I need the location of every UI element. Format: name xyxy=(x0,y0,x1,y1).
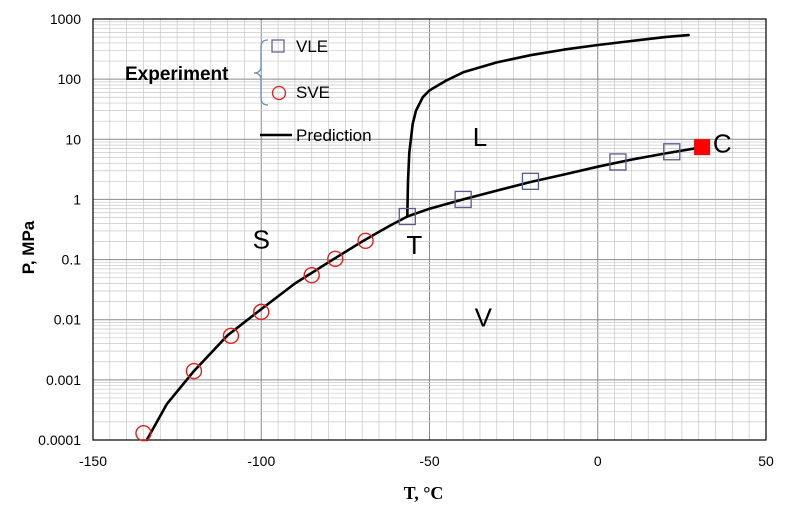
y-tick-label: 0.0001 xyxy=(38,432,81,448)
sve-point xyxy=(303,266,320,284)
legend-sve-marker xyxy=(271,85,287,101)
x-tick-label: -100 xyxy=(247,453,275,469)
region-label-c: C xyxy=(713,129,732,159)
vle-point xyxy=(454,190,472,209)
sve-point xyxy=(357,232,374,250)
prediction-curves xyxy=(145,33,704,442)
legend-prediction-label: Prediction xyxy=(296,126,372,145)
x-tick-label: -50 xyxy=(419,453,439,469)
sve-point xyxy=(185,362,203,380)
critical-point xyxy=(694,139,711,156)
sve-point xyxy=(135,424,152,442)
region-label-l: L xyxy=(473,122,487,152)
prediction-curve xyxy=(145,145,704,442)
data-markers xyxy=(135,139,711,442)
sve-point xyxy=(222,327,240,345)
region-label-v: V xyxy=(475,303,493,333)
grid xyxy=(93,19,766,440)
prediction-curve xyxy=(405,33,690,218)
legend-bracket xyxy=(253,39,269,106)
legend-group-label: Experiment xyxy=(125,64,229,85)
legend-vle-marker xyxy=(271,39,285,53)
y-tick-label: 100 xyxy=(58,71,82,87)
x-tick-label: 0 xyxy=(594,453,602,469)
x-tick-label: -150 xyxy=(79,453,107,469)
vle-point xyxy=(663,143,681,161)
legend-sve-label: SVE xyxy=(296,83,330,102)
legend-vle-label: VLE xyxy=(296,37,328,56)
axis-ticks: -150 -100 -50 0 50 0.0001 0.001 0.01 0.1 1 10 100 10… xyxy=(38,11,774,469)
x-axis-title: T, °C xyxy=(404,483,444,503)
region-label-s: S xyxy=(253,224,270,254)
region-annotations: L C S T V xyxy=(253,122,732,332)
x-tick-label: 50 xyxy=(758,453,774,469)
region-label-t: T xyxy=(406,230,422,260)
vle-point xyxy=(609,153,627,171)
y-tick-label: 10 xyxy=(65,131,81,147)
vle-point xyxy=(521,172,540,190)
sve-point xyxy=(253,303,270,321)
y-tick-label: 1000 xyxy=(50,11,81,27)
sve-point xyxy=(327,250,344,267)
plot-frame xyxy=(92,18,767,441)
y-tick-label: 0.01 xyxy=(54,312,81,328)
y-axis-title: P, MPa xyxy=(19,220,38,274)
legend: Experiment VLE SVE Prediction xyxy=(125,37,372,145)
vle-point xyxy=(398,207,416,226)
y-tick-label: 1 xyxy=(73,191,81,207)
y-tick-label: 0.1 xyxy=(62,252,82,268)
y-tick-label: 0.001 xyxy=(46,372,81,388)
